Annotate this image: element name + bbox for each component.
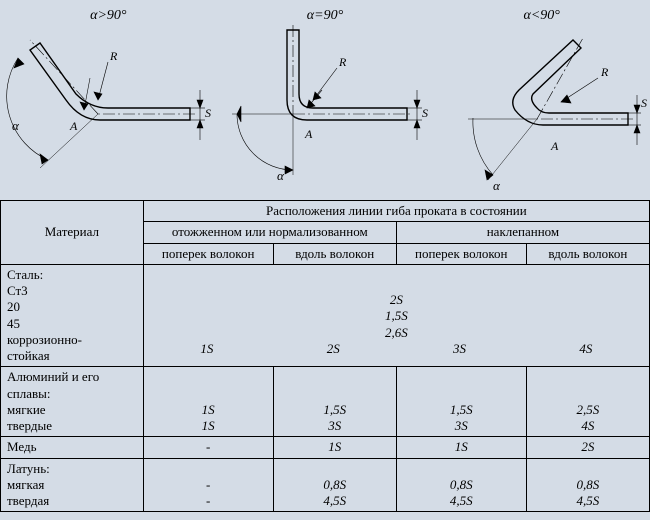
figure-right-caption: α=90° bbox=[307, 8, 343, 24]
header-state1: отожженном или нормализованном bbox=[143, 222, 396, 243]
value-cell: 1S bbox=[396, 437, 526, 458]
page-root: α>90° bbox=[0, 0, 650, 520]
table-row: Материал Расположения линии гиба проката… bbox=[1, 201, 650, 222]
figure-right: α=90° S bbox=[217, 0, 434, 200]
header-sub: вдоль волокон bbox=[526, 243, 649, 264]
figure-acute-caption: α<90° bbox=[523, 8, 559, 24]
value-cell: 2,5S 4S bbox=[526, 367, 649, 437]
label-s: S bbox=[205, 106, 211, 120]
figure-obtuse-svg: S α R A bbox=[0, 0, 216, 200]
figure-acute: α<90° bbox=[433, 0, 650, 200]
figure-right-svg: S α R A bbox=[217, 0, 433, 200]
value-cell: - - bbox=[143, 458, 273, 512]
value-cell: 1,5S 3S bbox=[273, 367, 396, 437]
bend-table: Материал Расположения линии гиба проката… bbox=[0, 200, 650, 512]
figure-obtuse-caption: α>90° bbox=[90, 8, 126, 24]
label-r: R bbox=[109, 49, 118, 63]
header-material: Материал bbox=[1, 201, 144, 265]
table-row: Латунь: мягкая твердая - - 0,8S 4,5S 0,8… bbox=[1, 458, 650, 512]
header-state2: наклепанном bbox=[396, 222, 649, 243]
value-cell: 2S 1,5S 2,6S 1S 2S 3S 4S bbox=[143, 264, 649, 367]
table-row: Алюминий и его сплавы: мягкие твердые 1S… bbox=[1, 367, 650, 437]
label-s: S bbox=[641, 96, 647, 110]
header-sub: вдоль волокон bbox=[273, 243, 396, 264]
label-a: A bbox=[304, 127, 313, 141]
value-cell: 2S bbox=[526, 437, 649, 458]
label-alpha: α bbox=[12, 118, 20, 133]
value-cell: 1S bbox=[273, 437, 396, 458]
value-cell: - bbox=[143, 437, 273, 458]
figure-acute-svg: S α R A bbox=[433, 0, 649, 200]
value-cell: 0,8S 4,5S bbox=[396, 458, 526, 512]
material-cell: Медь bbox=[1, 437, 144, 458]
table-row: Сталь: Ст3 20 45 коррозионно- стойкая 2S… bbox=[1, 264, 650, 367]
header-sub: поперек волокон bbox=[396, 243, 526, 264]
value-cell: 0,8S 4,5S bbox=[273, 458, 396, 512]
table-row: Медь - 1S 1S 2S bbox=[1, 437, 650, 458]
label-alpha: α bbox=[277, 168, 285, 183]
diagrams-row: α>90° bbox=[0, 0, 650, 200]
label-r: R bbox=[338, 55, 347, 69]
label-a: A bbox=[69, 119, 78, 133]
material-cell: Сталь: Ст3 20 45 коррозионно- стойкая bbox=[1, 264, 144, 367]
value-cell: 0,8S 4,5S bbox=[526, 458, 649, 512]
header-mainspan: Расположения линии гиба проката в состоя… bbox=[143, 201, 649, 222]
label-r: R bbox=[600, 65, 609, 79]
label-alpha: α bbox=[493, 178, 501, 193]
material-cell: Латунь: мягкая твердая bbox=[1, 458, 144, 512]
header-sub: поперек волокон bbox=[143, 243, 273, 264]
value-cell: 1S 1S bbox=[143, 367, 273, 437]
label-a: A bbox=[550, 139, 559, 153]
label-s: S bbox=[422, 106, 428, 120]
value-cell: 1,5S 3S bbox=[396, 367, 526, 437]
material-cell: Алюминий и его сплавы: мягкие твердые bbox=[1, 367, 144, 437]
figure-obtuse: α>90° bbox=[0, 0, 217, 200]
